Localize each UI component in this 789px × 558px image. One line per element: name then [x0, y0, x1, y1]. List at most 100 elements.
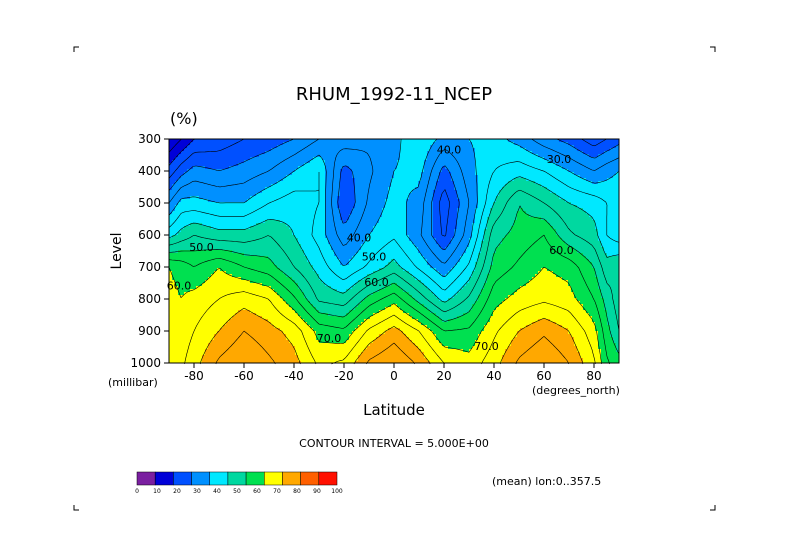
heatmap-cell: [529, 154, 533, 158]
heatmap-cell: [394, 154, 398, 158]
heatmap-cell: [379, 148, 383, 152]
heatmap-cell: [316, 196, 320, 200]
heatmap-cell: [400, 157, 404, 161]
heatmap-cell: [235, 142, 239, 146]
heatmap-cell: [421, 157, 425, 161]
heatmap-cell: [175, 154, 179, 158]
heatmap-cell: [205, 190, 209, 194]
heatmap-cell: [439, 142, 443, 146]
heatmap-cell: [580, 205, 584, 209]
heatmap-cell: [490, 232, 494, 236]
heatmap-cell: [277, 178, 281, 182]
heatmap-cell: [241, 163, 245, 167]
heatmap-cell: [322, 196, 326, 200]
heatmap-cell: [415, 190, 419, 194]
heatmap-cell: [262, 169, 266, 173]
heatmap-cell: [247, 193, 251, 197]
heatmap-cell: [388, 184, 392, 188]
heatmap-cell: [202, 151, 206, 155]
heatmap-cell: [445, 190, 449, 194]
heatmap-cell: [550, 199, 554, 203]
heatmap-cell: [244, 181, 248, 185]
heatmap-cell: [364, 145, 368, 149]
heatmap-cell: [376, 217, 380, 221]
heatmap-cell: [463, 232, 467, 236]
heatmap-cell: [415, 211, 419, 215]
heatmap-cell: [172, 172, 176, 176]
heatmap-cell: [592, 151, 596, 155]
heatmap-cell: [610, 205, 614, 209]
heatmap-cell: [301, 181, 305, 185]
heatmap-cell: [520, 175, 524, 179]
heatmap-cell: [385, 175, 389, 179]
heatmap-cell: [169, 190, 173, 194]
heatmap-cell: [244, 199, 248, 203]
heatmap-cell: [220, 139, 224, 143]
heatmap-cell: [418, 178, 422, 182]
heatmap-cell: [550, 223, 554, 227]
heatmap-cell: [292, 184, 296, 188]
heatmap-cell: [259, 223, 263, 227]
heatmap-cell: [385, 166, 389, 170]
heatmap-cell: [238, 154, 242, 158]
heatmap-cell: [508, 184, 512, 188]
heatmap-cell: [481, 235, 485, 239]
heatmap-cell: [523, 148, 527, 152]
heatmap-cell: [259, 208, 263, 212]
heatmap-cell: [220, 208, 224, 212]
heatmap-cell: [520, 214, 524, 218]
heatmap-cell: [181, 190, 185, 194]
heatmap-cell: [199, 154, 203, 158]
heatmap-cell: [307, 151, 311, 155]
heatmap-cell: [319, 223, 323, 227]
heatmap-cell: [391, 151, 395, 155]
heatmap-cell: [616, 181, 620, 185]
heatmap-cell: [460, 214, 464, 218]
heatmap-cell: [244, 202, 248, 206]
heatmap-cell: [262, 145, 266, 149]
heatmap-cell: [286, 214, 290, 218]
heatmap-cell: [571, 142, 575, 146]
heatmap-cell: [292, 157, 296, 161]
heatmap-cell: [427, 217, 431, 221]
heatmap-cell: [379, 196, 383, 200]
heatmap-cell: [217, 145, 221, 149]
heatmap-cell: [385, 232, 389, 236]
heatmap-cell: [541, 196, 545, 200]
heatmap-cell: [589, 235, 593, 239]
heatmap-cell: [592, 184, 596, 188]
heatmap-cell: [589, 151, 593, 155]
heatmap-cell: [268, 187, 272, 191]
heatmap-cell: [370, 145, 374, 149]
heatmap-cell: [550, 142, 554, 146]
heatmap-cell: [223, 178, 227, 182]
heatmap-cell: [556, 184, 560, 188]
heatmap-cell: [265, 166, 269, 170]
heatmap-cell: [277, 211, 281, 215]
heatmap-cell: [436, 145, 440, 149]
heatmap-cell: [517, 181, 521, 185]
heatmap-cell: [352, 208, 356, 212]
heatmap-cell: [460, 193, 464, 197]
heatmap-cell: [460, 142, 464, 146]
heatmap-cell: [610, 232, 614, 236]
heatmap-cell: [487, 223, 491, 227]
heatmap-cell: [385, 169, 389, 173]
heatmap-cell: [334, 181, 338, 185]
heatmap-cell: [580, 145, 584, 149]
heatmap-cell: [298, 211, 302, 215]
heatmap-cell: [334, 139, 338, 143]
heatmap-cell: [301, 139, 305, 143]
heatmap-cell: [262, 232, 266, 236]
heatmap-cell: [607, 214, 611, 218]
heatmap-cell: [553, 166, 557, 170]
heatmap-cell: [412, 154, 416, 158]
heatmap-cell: [208, 214, 212, 218]
heatmap-cell: [241, 220, 245, 224]
heatmap-cell: [448, 169, 452, 173]
heatmap-cell: [571, 217, 575, 221]
heatmap-cell: [271, 145, 275, 149]
heatmap-cell: [382, 175, 386, 179]
heatmap-cell: [379, 145, 383, 149]
heatmap-cell: [478, 184, 482, 188]
